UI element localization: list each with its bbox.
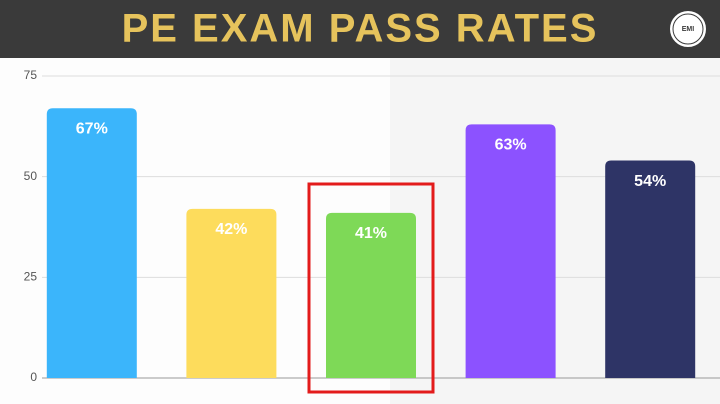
bar <box>465 124 556 378</box>
logo <box>668 9 708 49</box>
y-tick-label: 50 <box>24 169 38 183</box>
y-tick-label: 0 <box>30 370 37 384</box>
bar <box>326 212 416 378</box>
highlight-box <box>307 182 435 394</box>
data-label: 67% <box>76 120 108 137</box>
bar <box>46 108 137 379</box>
y-tick-label: 25 <box>24 270 38 284</box>
data-label: 42% <box>215 221 247 238</box>
logo-text: EMI <box>682 26 695 33</box>
marks: 0 25 50 75 67% 42% 41% 63% 54% <box>24 68 720 384</box>
bar <box>605 160 696 378</box>
y-tick-label: 75 <box>24 68 38 82</box>
data-label: 54% <box>634 173 666 190</box>
data-label: 63% <box>495 137 527 154</box>
logo-ring <box>672 13 704 45</box>
title-banner <box>0 0 720 58</box>
bar <box>186 208 277 378</box>
data-label: 41% <box>355 225 387 242</box>
chart-title: PE EXAM PASS RATES <box>122 7 599 51</box>
